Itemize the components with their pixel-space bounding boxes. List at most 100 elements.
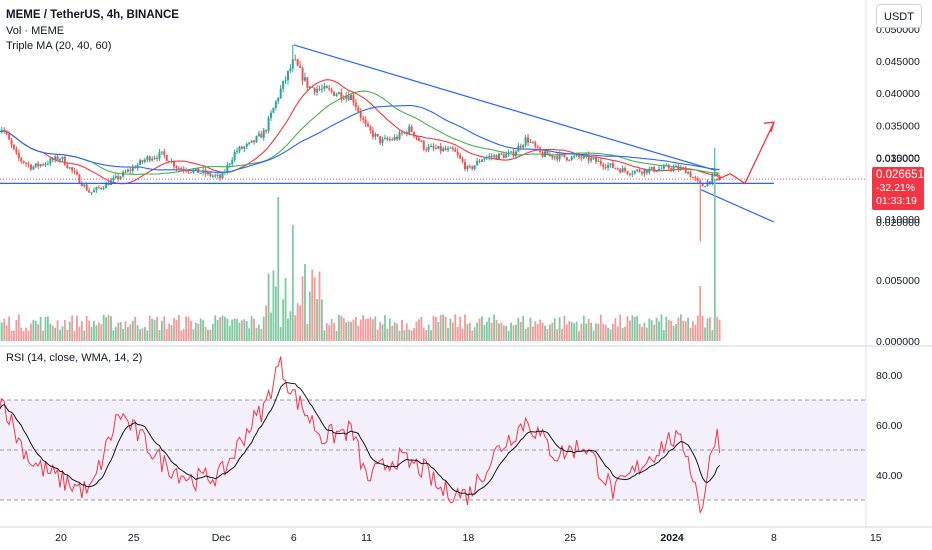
volume-bar — [410, 330, 413, 341]
volume-bar — [340, 315, 343, 341]
volume-bar — [85, 315, 88, 341]
candle-body — [335, 94, 338, 96]
volume-bar — [241, 320, 243, 341]
candle-body — [679, 167, 682, 170]
volume-bar — [592, 330, 595, 341]
candle-body — [354, 102, 357, 108]
rsi-line — [0, 356, 721, 515]
volume-bar — [194, 322, 197, 341]
volume-bar — [590, 322, 593, 341]
volume-bar — [335, 331, 338, 341]
volume-axis-tick: 0.015000 — [876, 153, 920, 165]
candle-body — [318, 88, 321, 90]
volume-bar — [519, 322, 522, 341]
candle-body — [641, 171, 644, 174]
candle-body — [379, 136, 382, 143]
triple-ma-legend[interactable]: Triple MA (20, 40, 60) — [6, 40, 112, 52]
volume-bar — [607, 327, 609, 341]
candle-body — [289, 68, 292, 71]
volume-bar — [369, 317, 372, 341]
time-axis-tick: 25 — [128, 532, 140, 544]
candle-body — [510, 151, 513, 153]
volume-bar — [359, 319, 362, 341]
candle-body — [422, 140, 425, 150]
candle-body — [8, 133, 11, 140]
volume-bar — [272, 270, 275, 341]
volume-bar — [578, 331, 580, 341]
rsi-legend[interactable]: RSI (14, close, WMA, 14, 2) — [6, 352, 143, 364]
volume-bar — [696, 315, 699, 341]
volume-bar — [595, 323, 597, 341]
candle-body — [696, 178, 699, 181]
volume-bar — [216, 319, 219, 341]
volume-bar — [532, 326, 534, 341]
candle-body — [185, 170, 188, 172]
volume-bar — [471, 330, 474, 341]
volume-bar — [10, 330, 13, 341]
candle-body — [126, 169, 129, 172]
candle-body — [44, 163, 47, 165]
volume-bar — [289, 311, 292, 341]
candle-body — [165, 154, 168, 161]
volume-bar — [575, 321, 578, 341]
candle-body — [90, 192, 93, 194]
volume-bar — [102, 314, 105, 341]
candle-body — [551, 155, 554, 158]
candle-body — [563, 154, 566, 158]
candle-body — [478, 160, 481, 162]
volume-bar — [238, 322, 241, 341]
price-axis-tick: 0.030000 — [876, 153, 920, 165]
candle-body — [658, 168, 661, 172]
volume-bar — [83, 330, 86, 341]
candle-body — [83, 184, 86, 186]
candle-body — [202, 170, 205, 173]
candle-body — [454, 149, 457, 152]
candle-body — [687, 171, 690, 174]
volume-bar — [197, 323, 200, 341]
candle-body — [461, 158, 464, 162]
volume-bar — [548, 324, 551, 341]
volume-bar — [408, 329, 411, 341]
candle-body — [386, 137, 389, 140]
candle-body — [476, 160, 479, 166]
volume-bar — [699, 286, 702, 341]
candle-body — [391, 139, 394, 141]
volume-bar — [551, 322, 554, 341]
candle-body — [517, 145, 520, 152]
price-axis-tick: 0.020000 — [876, 217, 920, 229]
candle-body — [682, 167, 685, 169]
volume-bar — [311, 269, 314, 341]
candle-body — [582, 155, 585, 159]
volume-legend[interactable]: Vol · MEME — [6, 25, 65, 37]
price-axis-tick: 0.040000 — [876, 88, 920, 100]
candle-body — [73, 170, 76, 172]
candle-body — [66, 165, 69, 169]
candle-body — [29, 164, 32, 170]
volume-bar — [5, 325, 8, 341]
volume-bar — [515, 324, 517, 341]
time-axis-tick: Dec — [212, 532, 231, 544]
volume-bar — [667, 319, 670, 341]
currency-selector[interactable]: USDT — [876, 4, 922, 28]
symbol-title[interactable]: MEME / TetherUS, 4h, BINANCE — [6, 9, 179, 21]
volume-bar — [384, 315, 386, 341]
volume-bar — [364, 319, 367, 341]
volume-axis-tick: 0.005000 — [876, 275, 920, 287]
candle-body — [182, 168, 185, 171]
candle-body — [459, 154, 462, 159]
candle-body — [56, 156, 59, 161]
candle-body — [405, 131, 408, 134]
volume-bar — [502, 325, 505, 341]
candle-body — [408, 126, 411, 134]
volume-bar — [396, 323, 399, 341]
volume-bar — [648, 318, 651, 341]
candle-body — [638, 169, 641, 172]
candle-body — [68, 167, 71, 169]
volume-bar — [279, 326, 282, 341]
volume-bar — [371, 319, 374, 341]
candle-body — [592, 157, 595, 159]
volume-bar — [670, 320, 673, 341]
volume-bar — [350, 322, 352, 341]
candle-body — [522, 145, 525, 148]
